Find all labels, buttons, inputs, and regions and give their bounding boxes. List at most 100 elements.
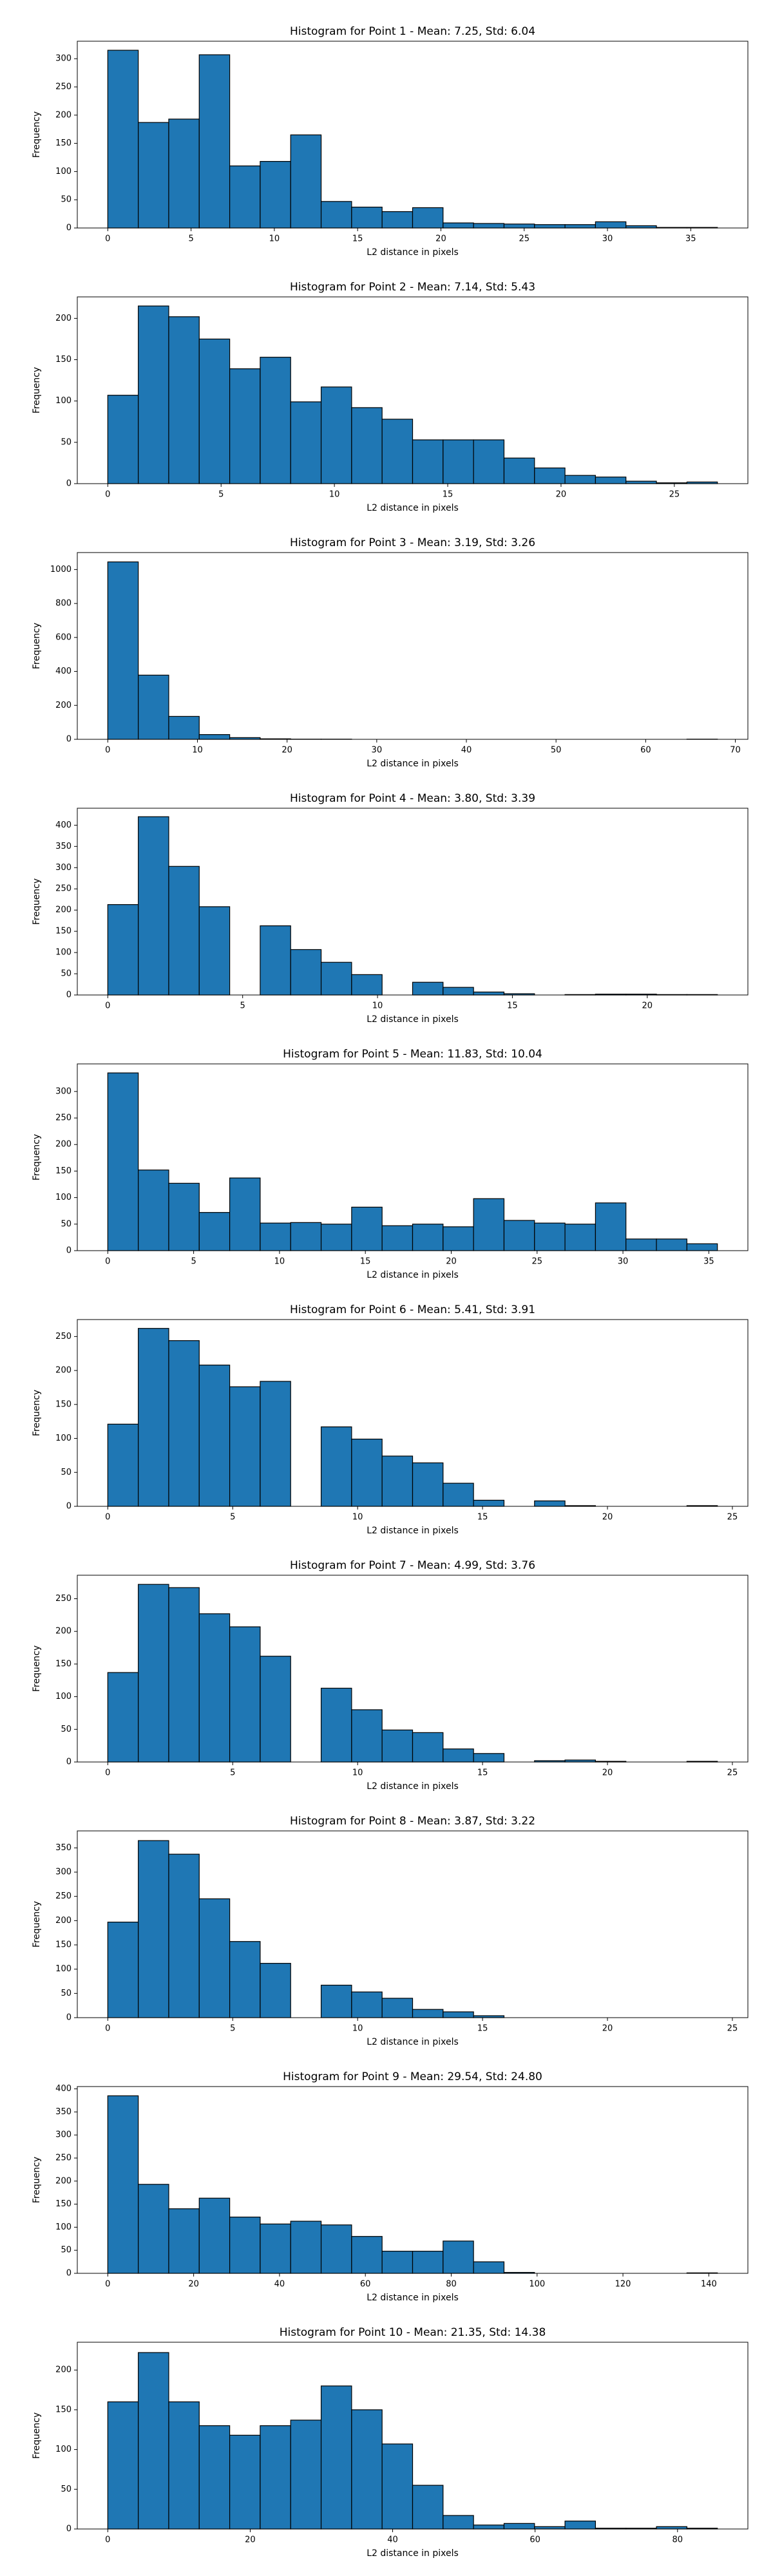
chart-title: Histogram for Point 2 - Mean: 7.14, Std:… [290, 281, 535, 294]
y-axis-label: Frequency [32, 2157, 42, 2203]
bar [503, 457, 535, 484]
bar [260, 1381, 291, 1507]
x-tick-label: 10 [269, 234, 280, 244]
bar [260, 2223, 291, 2274]
bar [351, 407, 383, 484]
x-tick-label: 0 [105, 746, 110, 755]
bar [138, 1584, 169, 1763]
axes-frame [77, 2086, 749, 2274]
y-tick-label: 0 [66, 735, 72, 744]
bar [229, 2434, 261, 2530]
x-tick-label: 25 [727, 1768, 738, 1778]
y-tick-label: 0 [66, 1502, 72, 1511]
x-axis-label: L2 distance in pixels [367, 247, 459, 258]
x-tick-label: 5 [191, 1257, 196, 1267]
x-axis-label: L2 distance in pixels [367, 1781, 459, 1792]
y-tick-label: 100 [55, 1964, 72, 1974]
bar [198, 1613, 231, 1763]
x-tick-label: 20 [282, 746, 292, 755]
bar [168, 1587, 200, 1763]
y-tick-label: 200 [55, 1916, 72, 1926]
bar [320, 961, 352, 996]
bar [229, 368, 261, 484]
x-tick-label: 5 [230, 1768, 235, 1778]
axes-frame [77, 296, 749, 484]
x-tick-label: 0 [105, 1001, 110, 1011]
bar [138, 122, 169, 229]
bar [473, 991, 505, 996]
bar [107, 561, 139, 740]
axes-frame [77, 1319, 749, 1507]
x-tick-label: 10 [274, 1257, 285, 1267]
bar [320, 201, 352, 229]
y-tick-label: 300 [55, 1086, 72, 1096]
x-tick-label: 20 [446, 1257, 457, 1267]
chart-title: Histogram for Point 6 - Mean: 5.41, Std:… [290, 1303, 535, 1316]
y-tick-label: 400 [55, 2084, 72, 2094]
x-tick-label: 15 [477, 2024, 488, 2034]
x-tick-label: 80 [446, 2280, 457, 2289]
bar [229, 1626, 261, 1763]
bar [443, 2240, 474, 2274]
y-tick-label: 250 [55, 1113, 72, 1123]
y-tick-label: 50 [61, 2485, 72, 2494]
x-tick-label: 120 [615, 2280, 631, 2289]
x-tick-label: 60 [640, 746, 651, 755]
bar [443, 2011, 474, 2018]
x-tick-label: 25 [519, 234, 530, 244]
y-tick-label: 100 [55, 948, 72, 958]
x-tick-label: 10 [192, 746, 203, 755]
chart-title: Histogram for Point 7 - Mean: 4.99, Std:… [290, 1559, 535, 1572]
bar [168, 1340, 200, 1507]
x-tick-label: 30 [618, 1257, 629, 1267]
y-tick-label: 600 [55, 632, 72, 642]
bar [564, 224, 596, 229]
y-tick-label: 150 [55, 1399, 72, 1409]
x-tick-label: 5 [230, 1513, 235, 1522]
bar [260, 357, 291, 484]
y-tick-label: 50 [61, 1219, 72, 1229]
bar [260, 1963, 291, 2018]
bar [138, 2184, 169, 2274]
bar [320, 1984, 352, 2018]
x-tick-label: 25 [727, 1513, 738, 1522]
x-tick-label: 0 [105, 2280, 110, 2289]
bar [168, 316, 200, 484]
x-tick-label: 15 [443, 490, 453, 500]
bar [443, 222, 474, 229]
bar [351, 2409, 383, 2530]
bar [107, 1423, 139, 1507]
chart-title: Histogram for Point 9 - Mean: 29.54, Std… [283, 2070, 542, 2083]
bar [107, 1922, 139, 2018]
y-tick-label: 250 [55, 2153, 72, 2163]
x-tick-label: 70 [730, 746, 741, 755]
bar [138, 1328, 169, 1507]
bar [381, 419, 414, 484]
x-tick-label: 0 [105, 1257, 110, 1267]
bar [443, 1482, 474, 1507]
y-tick-label: 150 [55, 138, 72, 148]
bar [443, 1748, 474, 1763]
bar [412, 981, 444, 996]
y-tick-label: 0 [66, 2013, 72, 2023]
bar [473, 2524, 505, 2530]
bar [473, 1753, 505, 1763]
x-axis-label: L2 distance in pixels [367, 1270, 459, 1280]
x-tick-label: 15 [352, 234, 363, 244]
bar [320, 2224, 352, 2274]
bar [381, 1225, 414, 1251]
bar [412, 207, 444, 229]
y-tick-label: 150 [55, 927, 72, 936]
axes-frame [77, 2342, 749, 2530]
y-tick-label: 200 [55, 1366, 72, 1376]
bar [473, 1198, 505, 1251]
bar [412, 439, 444, 484]
bar [351, 1206, 383, 1251]
axes-frame [77, 808, 749, 996]
y-tick-label: 250 [55, 884, 72, 894]
y-tick-label: 0 [66, 1246, 72, 1256]
bar [168, 2401, 200, 2530]
y-tick-label: 1000 [50, 565, 72, 574]
bar [198, 906, 231, 996]
